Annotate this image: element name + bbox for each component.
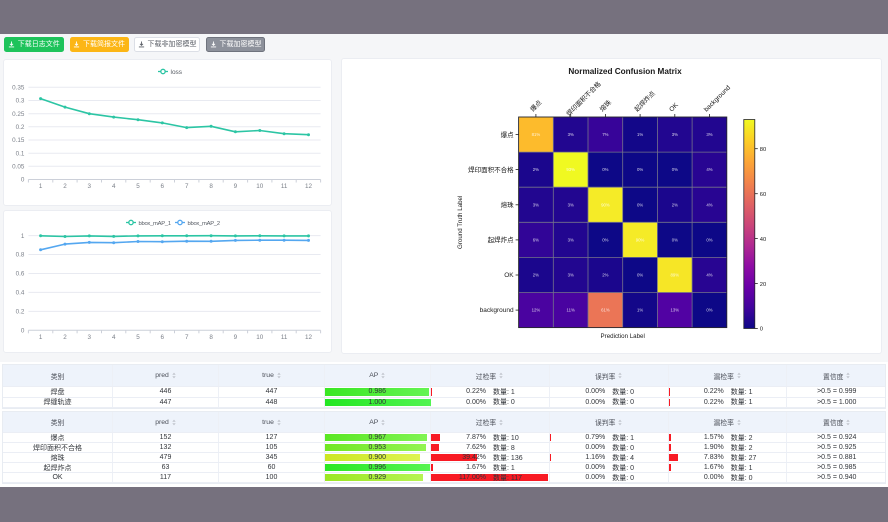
svg-text:2%: 2% [533,273,539,278]
svg-text:11%: 11% [567,308,575,313]
svg-text:3%: 3% [568,132,574,137]
svg-text:60: 60 [760,192,766,198]
svg-text:熔珠: 熔珠 [501,200,514,209]
svg-text:起焊炸点: 起焊炸点 [488,235,514,244]
svg-text:bbox_mAP_2: bbox_mAP_2 [188,221,220,227]
svg-text:0%: 0% [637,273,643,278]
svg-text:0: 0 [760,327,763,333]
svg-text:焊印面积不合格: 焊印面积不合格 [564,79,603,118]
svg-text:6: 6 [161,334,165,341]
svg-text:89%: 89% [670,273,679,278]
svg-text:0.2: 0.2 [16,309,25,316]
svg-text:8: 8 [209,183,213,190]
svg-text:93%: 93% [566,167,575,172]
svg-text:1: 1 [39,334,43,341]
svg-text:2: 2 [63,334,67,341]
svg-text:10: 10 [256,334,264,341]
svg-text:4%: 4% [706,273,712,278]
svg-text:3%: 3% [568,273,574,278]
svg-text:5: 5 [136,334,140,341]
svg-text:3: 3 [88,183,92,190]
svg-text:3%: 3% [568,202,574,207]
svg-text:Ground Truth Label: Ground Truth Label [457,196,464,249]
svg-text:起焊炸点: 起焊炸点 [632,88,657,113]
svg-text:loss: loss [171,69,183,76]
svg-text:80: 80 [760,147,766,153]
svg-text:9: 9 [234,183,238,190]
svg-text:2: 2 [63,183,67,190]
svg-text:0.6: 0.6 [16,271,25,278]
svg-text:2%: 2% [533,167,539,172]
svg-text:焊印面积不合格: 焊印面积不合格 [468,165,514,174]
svg-text:background: background [703,84,732,113]
svg-text:0.2: 0.2 [16,124,25,131]
svg-text:background: background [480,307,514,314]
svg-text:13%: 13% [670,308,679,313]
svg-text:Normalized Confusion Matrix: Normalized Confusion Matrix [568,67,682,76]
svg-text:0.1: 0.1 [16,150,25,157]
svg-text:5: 5 [136,183,140,190]
svg-text:2%: 2% [602,273,608,278]
svg-text:4: 4 [112,334,116,341]
svg-text:0.05: 0.05 [12,164,25,171]
svg-text:40: 40 [760,237,766,243]
svg-text:0.3: 0.3 [16,98,25,105]
svg-text:0%: 0% [706,308,712,313]
svg-text:3%: 3% [706,132,712,137]
svg-text:12: 12 [305,183,313,190]
svg-text:1%: 1% [637,132,643,137]
svg-text:1: 1 [39,183,43,190]
svg-text:11: 11 [281,334,288,341]
svg-text:7: 7 [185,183,189,190]
svg-text:0: 0 [21,177,25,184]
svg-text:Prediction Label: Prediction Label [601,333,645,340]
svg-text:61%: 61% [601,308,610,313]
svg-text:爆点: 爆点 [501,130,514,139]
svg-text:6%: 6% [533,238,539,243]
svg-text:4%: 4% [706,167,712,172]
svg-text:0.4: 0.4 [16,290,25,297]
svg-text:3: 3 [88,334,92,341]
svg-text:8: 8 [209,334,213,341]
svg-text:7%: 7% [602,132,608,137]
svg-text:0%: 0% [706,238,712,243]
svg-text:1: 1 [21,233,25,240]
svg-text:3%: 3% [672,132,678,137]
svg-text:11: 11 [281,183,288,190]
svg-text:12: 12 [305,334,313,341]
svg-text:0%: 0% [637,202,643,207]
svg-text:0%: 0% [602,167,608,172]
svg-text:9: 9 [234,334,238,341]
svg-text:0.25: 0.25 [12,111,25,118]
svg-text:90%: 90% [636,238,645,243]
svg-text:2%: 2% [672,202,678,207]
svg-text:0.15: 0.15 [12,137,25,144]
svg-text:OK: OK [504,272,514,279]
svg-text:0.8: 0.8 [16,252,25,259]
svg-text:7: 7 [185,334,189,341]
svg-text:爆点: 爆点 [528,98,544,114]
svg-text:81%: 81% [532,132,541,137]
svg-text:6: 6 [161,183,165,190]
svg-text:bbox_mAP_1: bbox_mAP_1 [139,221,171,227]
svg-text:4%: 4% [706,202,712,207]
svg-text:1%: 1% [637,308,643,313]
svg-text:0%: 0% [637,167,643,172]
svg-text:12%: 12% [532,308,541,313]
svg-text:0: 0 [21,328,25,335]
svg-text:3%: 3% [568,238,574,243]
svg-text:90%: 90% [601,202,610,207]
svg-text:OK: OK [668,101,680,113]
svg-text:4: 4 [112,183,116,190]
svg-text:0%: 0% [672,167,678,172]
svg-text:3%: 3% [533,202,539,207]
svg-text:0%: 0% [602,238,608,243]
svg-text:20: 20 [760,282,766,288]
svg-text:0.35: 0.35 [12,85,25,92]
svg-text:10: 10 [256,183,264,190]
svg-text:0%: 0% [672,238,678,243]
svg-text:熔珠: 熔珠 [597,98,613,114]
